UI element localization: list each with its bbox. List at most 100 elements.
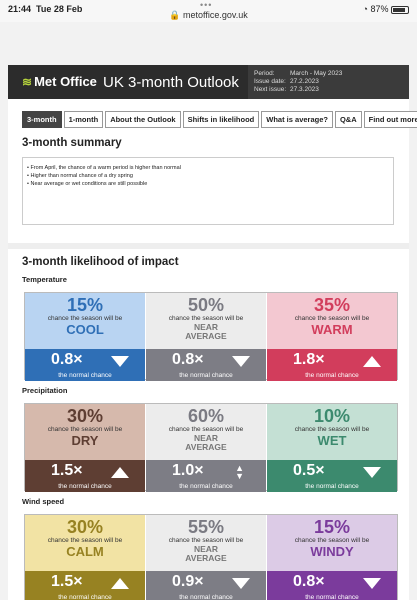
card-top: 15% chance the season will be WINDY xyxy=(267,515,397,571)
arrow-up-icon xyxy=(111,467,129,478)
section-divider xyxy=(8,243,409,249)
status-time: 21:44 Tue 28 Feb xyxy=(8,4,83,14)
arrow-down-icon xyxy=(232,356,250,367)
category-label: WARM xyxy=(311,322,353,337)
probability-lead: chance the season will be xyxy=(47,426,123,433)
likelihood-card-near-average: 55% chance the season will be NEAR AVERAGE 0… xyxy=(146,515,266,600)
meta-value: 27.2.2023 xyxy=(290,78,319,85)
normal-chance-label: the normal chance xyxy=(179,594,233,600)
normal-chance-label: the normal chance xyxy=(305,372,359,379)
summary-item: Higher than normal chance of a dry sprin… xyxy=(27,172,389,180)
tab-1-month[interactable]: 1-month xyxy=(63,111,104,128)
multiplier-value: 1.5× xyxy=(51,573,83,590)
probability-value: 30% xyxy=(66,406,104,426)
normal-chance-label: the normal chance xyxy=(58,372,112,379)
probability-lead: chance the season will be xyxy=(168,426,244,433)
likelihood-card-wet: 10% chance the season will be WET 0.5× the n… xyxy=(267,404,397,492)
card-bottom: 1.8× the normal chance xyxy=(267,349,397,381)
header: ≋ Met Office UK 3-month Outlook Period: Ma… xyxy=(8,65,409,99)
group-label-precipitation: Precipitation xyxy=(22,386,68,395)
likelihood-card-warm: 35% chance the season will be WARM 1.8× the … xyxy=(267,293,397,381)
tab-3-month[interactable]: 3-month xyxy=(22,111,62,128)
battery-icon xyxy=(391,5,409,14)
more-dots-icon[interactable]: ••• xyxy=(200,0,213,10)
meta-key: Period: xyxy=(254,70,275,77)
card-top: 30% chance the season will be DRY xyxy=(25,404,145,460)
page-title: UK 3-month Outlook xyxy=(103,74,239,91)
tab-about-the-outlook[interactable]: About the Outlook xyxy=(105,111,181,128)
category-label: WINDY xyxy=(310,544,354,559)
tab-what-is-average-[interactable]: What is average? xyxy=(261,111,333,128)
card-top: 55% chance the season will be NEAR AVERAGE xyxy=(146,515,266,571)
arrow-down-icon xyxy=(363,467,381,478)
normal-chance-label: the normal chance xyxy=(58,483,112,490)
meta-key: Next issue: xyxy=(254,86,287,93)
multiplier-value: 0.8× xyxy=(293,573,325,590)
probability-value: 50% xyxy=(187,295,225,315)
likelihood-card-dry: 30% chance the season will be DRY 1.5× the n… xyxy=(25,404,145,492)
card-bottom: 1.0× ▲ ▼ the normal chance xyxy=(146,460,266,492)
multiplier-value: 0.8× xyxy=(51,351,83,368)
arrow-down-icon xyxy=(363,578,381,589)
card-top: 60% chance the season will be NEAR AVERAGE xyxy=(146,404,266,460)
arrow-down-icon xyxy=(232,578,250,589)
category-label: CALM xyxy=(66,544,104,559)
probability-value: 55% xyxy=(187,517,225,537)
category-label: COOL xyxy=(66,322,104,337)
card-bottom: 1.5× the normal chance xyxy=(25,571,145,600)
tab-q-a[interactable]: Q&A xyxy=(334,111,362,128)
arrow-up-down-icon: ▲ ▼ xyxy=(235,463,244,481)
card-top: 50% chance the season will be NEAR AVERAGE xyxy=(146,293,266,349)
card-bottom: 1.5× the normal chance xyxy=(25,460,145,492)
meta-row: Period: March - May 2023 xyxy=(254,70,409,78)
battery-percent: 87% xyxy=(370,4,389,14)
card-top: 30% chance the season will be CALM xyxy=(25,515,145,571)
summary-item: Near average or wet conditions are still… xyxy=(27,180,389,188)
probability-lead: chance the season will be xyxy=(168,537,244,544)
probability-lead: chance the season will be xyxy=(168,315,244,322)
category-label: NEAR AVERAGE xyxy=(185,544,227,563)
arrow-up-icon xyxy=(363,356,381,367)
normal-chance-label: the normal chance xyxy=(305,483,359,490)
probability-lead: chance the season will be xyxy=(294,426,370,433)
address-url[interactable]: 🔒 metoffice.gov.uk xyxy=(169,10,248,20)
card-bottom: 0.8× the normal chance xyxy=(146,349,266,381)
multiplier-value: 0.9× xyxy=(172,573,204,590)
probability-lead: chance the season will be xyxy=(294,537,370,544)
logo-mark-icon: ≋ xyxy=(22,75,33,89)
issue-meta: Period: March - May 2023 Issue date: 27.2.2… xyxy=(248,65,409,99)
met-office-logo[interactable]: ≋ Met Office xyxy=(22,74,97,89)
card-bottom: 0.5× the normal chance xyxy=(267,460,397,492)
card-bottom: 0.8× the normal chance xyxy=(25,349,145,381)
multiplier-value: 1.8× xyxy=(293,351,325,368)
probability-value: 15% xyxy=(66,295,104,315)
card-bottom: 0.8× the normal chance xyxy=(267,571,397,600)
tab-shifts-in-likelihood[interactable]: Shifts in likelihood xyxy=(182,111,260,128)
probability-lead: chance the season will be xyxy=(47,315,123,322)
likelihood-grid: 30% chance the season will be DRY 1.5× the n… xyxy=(24,403,398,492)
group-label-wind-speed: Wind speed xyxy=(22,497,65,506)
card-top: 35% chance the season will be WARM xyxy=(267,293,397,349)
probability-lead: chance the season will be xyxy=(47,537,123,544)
normal-chance-label: the normal chance xyxy=(179,372,233,379)
multiplier-value: 1.0× xyxy=(172,462,204,479)
likelihood-grid: 30% chance the season will be CALM 1.5× the … xyxy=(24,514,398,600)
page: ≋ Met Office UK 3-month Outlook Period: Ma… xyxy=(8,65,417,600)
tab-find-out-more[interactable]: Find out more xyxy=(363,111,417,128)
probability-value: 15% xyxy=(313,517,351,537)
likelihood-card-windy: 15% chance the season will be WINDY 0.8× the… xyxy=(267,515,397,600)
category-label: DRY xyxy=(71,433,99,448)
card-top: 15% chance the season will be COOL xyxy=(25,293,145,349)
probability-value: 10% xyxy=(313,406,351,426)
likelihood-card-calm: 30% chance the season will be CALM 1.5× the … xyxy=(25,515,145,600)
category-label: NEAR AVERAGE xyxy=(185,433,227,452)
meta-row: Next issue: 27.3.2023 xyxy=(254,86,409,94)
meta-key: Issue date: xyxy=(254,78,286,85)
status-right: ◔ 87% xyxy=(363,4,409,14)
probability-value: 30% xyxy=(66,517,104,537)
impact-title: 3-month likelihood of impact xyxy=(22,256,179,268)
normal-chance-label: the normal chance xyxy=(179,483,233,490)
probability-value: 60% xyxy=(187,406,225,426)
probability-value: 35% xyxy=(313,295,351,315)
normal-chance-label: the normal chance xyxy=(58,594,112,600)
